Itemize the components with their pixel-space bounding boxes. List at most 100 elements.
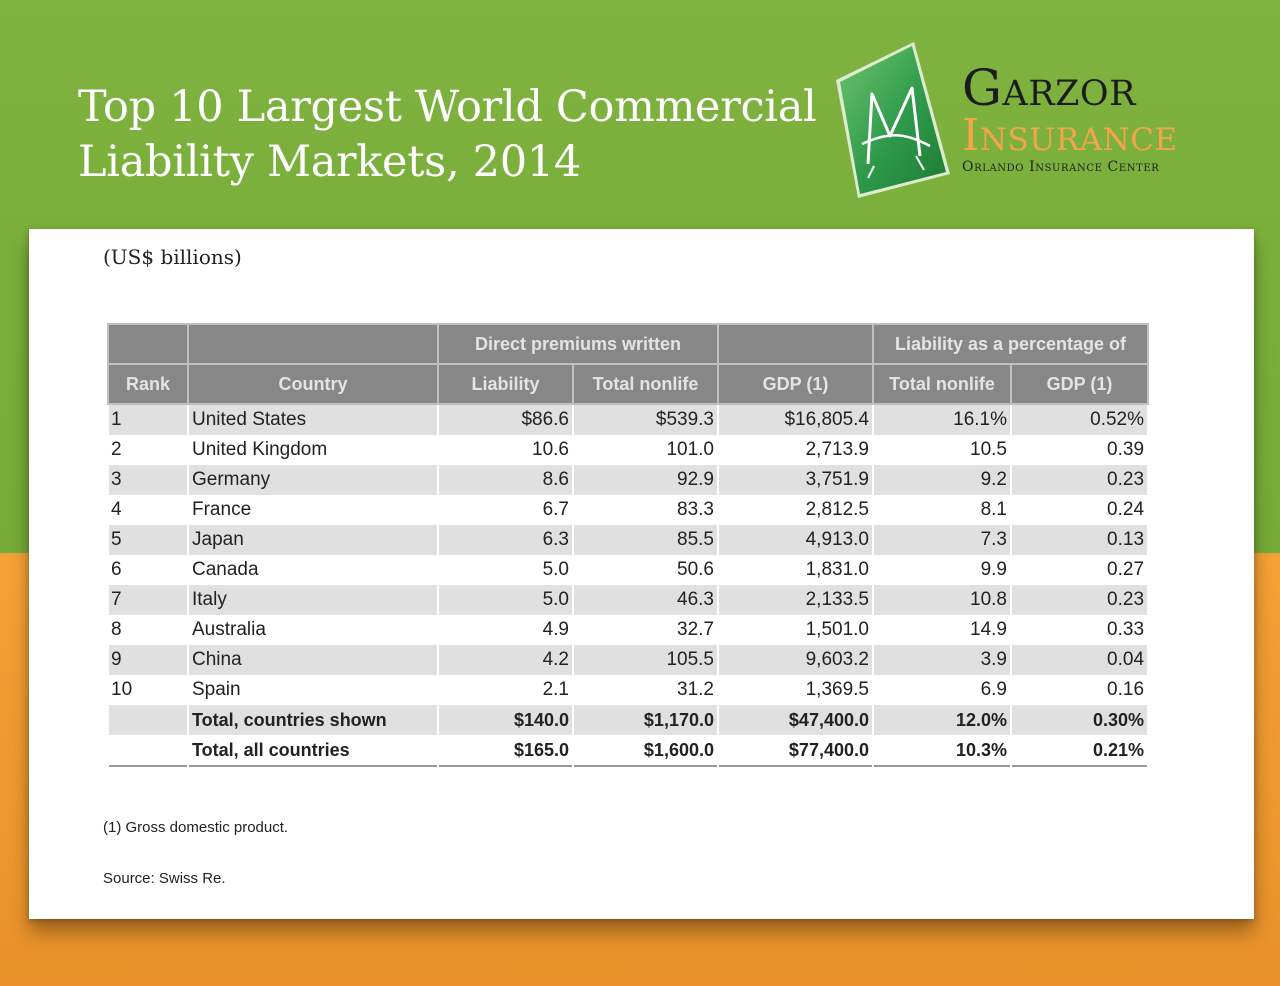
table-row: 4 France 6.7 83.3 2,812.5 8.1 0.24 — [107, 495, 1150, 525]
table-cell: 5.0 — [437, 585, 574, 615]
table-row: 9 China 4.2 105.5 9,603.2 3.9 0.04 — [107, 645, 1150, 675]
table-cell: 0.04 — [1009, 645, 1150, 675]
table-cell: 7.3 — [872, 525, 1012, 555]
logo-wordmark: Garzor — [962, 59, 1136, 117]
table-row: 1 United States $86.6 $539.3 $16,805.4 16.1% 0… — [107, 404, 1150, 435]
column-header: Total nonlife — [572, 363, 719, 405]
table-cell: $140.0 — [437, 705, 574, 735]
column-header: Country — [187, 363, 439, 405]
table-cell: 0.13 — [1009, 525, 1150, 555]
table-cell: 0.16 — [1009, 675, 1150, 705]
table-cell: Italy — [187, 585, 439, 615]
table-cell: United States — [187, 404, 439, 435]
header-blank-rank — [107, 323, 189, 365]
table-row: 3 Germany 8.6 92.9 3,751.9 9.2 0.23 — [107, 465, 1150, 495]
table-cell: 4,913.0 — [717, 525, 874, 555]
header-blank-country — [187, 323, 439, 365]
table-cell: 1,501.0 — [717, 615, 874, 645]
table-cell: Canada — [187, 555, 439, 585]
column-header: Rank — [107, 363, 189, 405]
table-row: 8 Australia 4.9 32.7 1,501.0 14.9 0.33 — [107, 615, 1150, 645]
table-cell: 6.7 — [437, 495, 574, 525]
table-cell: 83.3 — [572, 495, 719, 525]
table-cell — [107, 705, 189, 735]
table-cell: 2 — [107, 435, 189, 465]
source-note: Source: Swiss Re. — [103, 870, 226, 887]
table-cell: 50.6 — [572, 555, 719, 585]
table-cell: 1,369.5 — [717, 675, 874, 705]
table-cell: 0.27 — [1009, 555, 1150, 585]
table-cell: 6.3 — [437, 525, 574, 555]
table-cell: $77,400.0 — [717, 735, 874, 766]
table-cell: 0.39 — [1009, 435, 1150, 465]
footnote: (1) Gross domestic product. — [103, 819, 289, 836]
group-header-premiums: Direct premiums written — [437, 323, 719, 365]
table-card: (US$ billions) Direct premiums written L… — [29, 229, 1254, 919]
table-cell: 5.0 — [437, 555, 574, 585]
table-row: 7 Italy 5.0 46.3 2,133.5 10.8 0.23 — [107, 585, 1150, 615]
table-cell: Australia — [187, 615, 439, 645]
table-cell: $539.3 — [572, 404, 719, 435]
table-cell: $47,400.0 — [717, 705, 874, 735]
garzor-logo-icon — [836, 42, 950, 198]
table-cell: 32.7 — [572, 615, 719, 645]
table-cell: 0.21% — [1009, 735, 1150, 766]
table-cell: Spain — [187, 675, 439, 705]
table-cell: 2,713.9 — [717, 435, 874, 465]
table-cell: 2.1 — [437, 675, 574, 705]
table-total-row: Total, all countries $165.0 $1,600.0 $77,40… — [107, 735, 1150, 766]
table-cell: $1,600.0 — [572, 735, 719, 766]
table-cell: $16,805.4 — [717, 404, 874, 435]
header-blank-gdp — [717, 323, 874, 365]
table-cell: 4.9 — [437, 615, 574, 645]
table-cell: $1,170.0 — [572, 705, 719, 735]
table-cell: Germany — [187, 465, 439, 495]
table-cell: Japan — [187, 525, 439, 555]
logo-tagline: Orlando Insurance Center — [962, 159, 1160, 175]
liability-markets-table: Direct premiums written Liability as a p… — [107, 323, 1150, 767]
table-cell: 3.9 — [872, 645, 1012, 675]
table-cell: 10 — [107, 675, 189, 705]
table-cell: 31.2 — [572, 675, 719, 705]
table-cell: Total, all countries — [187, 735, 439, 766]
table-cell: 8.6 — [437, 465, 574, 495]
table-cell: 0.24 — [1009, 495, 1150, 525]
table-cell: 0.52% — [1009, 404, 1150, 435]
table-cell: 0.33 — [1009, 615, 1150, 645]
table-cell: 12.0% — [872, 705, 1012, 735]
table-cell: $165.0 — [437, 735, 574, 766]
table-cell: 7 — [107, 585, 189, 615]
column-header: Total nonlife — [872, 363, 1012, 405]
unit-note: (US$ billions) — [103, 245, 242, 269]
table-cell: 16.1% — [872, 404, 1012, 435]
table-cell: 1 — [107, 404, 189, 435]
table-row: 6 Canada 5.0 50.6 1,831.0 9.9 0.27 — [107, 555, 1150, 585]
table-cell: 9,603.2 — [717, 645, 874, 675]
table-cell: 4.2 — [437, 645, 574, 675]
logo-subtitle: Insurance — [962, 110, 1178, 161]
table-cell: 0.23 — [1009, 465, 1150, 495]
table-cell: 2,812.5 — [717, 495, 874, 525]
column-header: GDP (1) — [1009, 363, 1150, 405]
table-cell: 3 — [107, 465, 189, 495]
table-cell: 10.5 — [872, 435, 1012, 465]
table-cell: 0.30% — [1009, 705, 1150, 735]
table-cell: 8.1 — [872, 495, 1012, 525]
table-cell: 10.6 — [437, 435, 574, 465]
table-cell: 9 — [107, 645, 189, 675]
table-cell: 4 — [107, 495, 189, 525]
group-header-row: Direct premiums written Liability as a p… — [107, 323, 1150, 365]
table-cell: 3,751.9 — [717, 465, 874, 495]
table-cell: France — [187, 495, 439, 525]
table-cell: 2,133.5 — [717, 585, 874, 615]
table-cell: Total, countries shown — [187, 705, 439, 735]
table-cell: 1,831.0 — [717, 555, 874, 585]
table-cell: 46.3 — [572, 585, 719, 615]
table-row: 2 United Kingdom 10.6 101.0 2,713.9 10.5 0.39 — [107, 435, 1150, 465]
table-cell: 101.0 — [572, 435, 719, 465]
table-cell: 9.9 — [872, 555, 1012, 585]
table-row: 5 Japan 6.3 85.5 4,913.0 7.3 0.13 — [107, 525, 1150, 555]
table-cell: 85.5 — [572, 525, 719, 555]
table-cell: 0.23 — [1009, 585, 1150, 615]
table-cell: 6 — [107, 555, 189, 585]
